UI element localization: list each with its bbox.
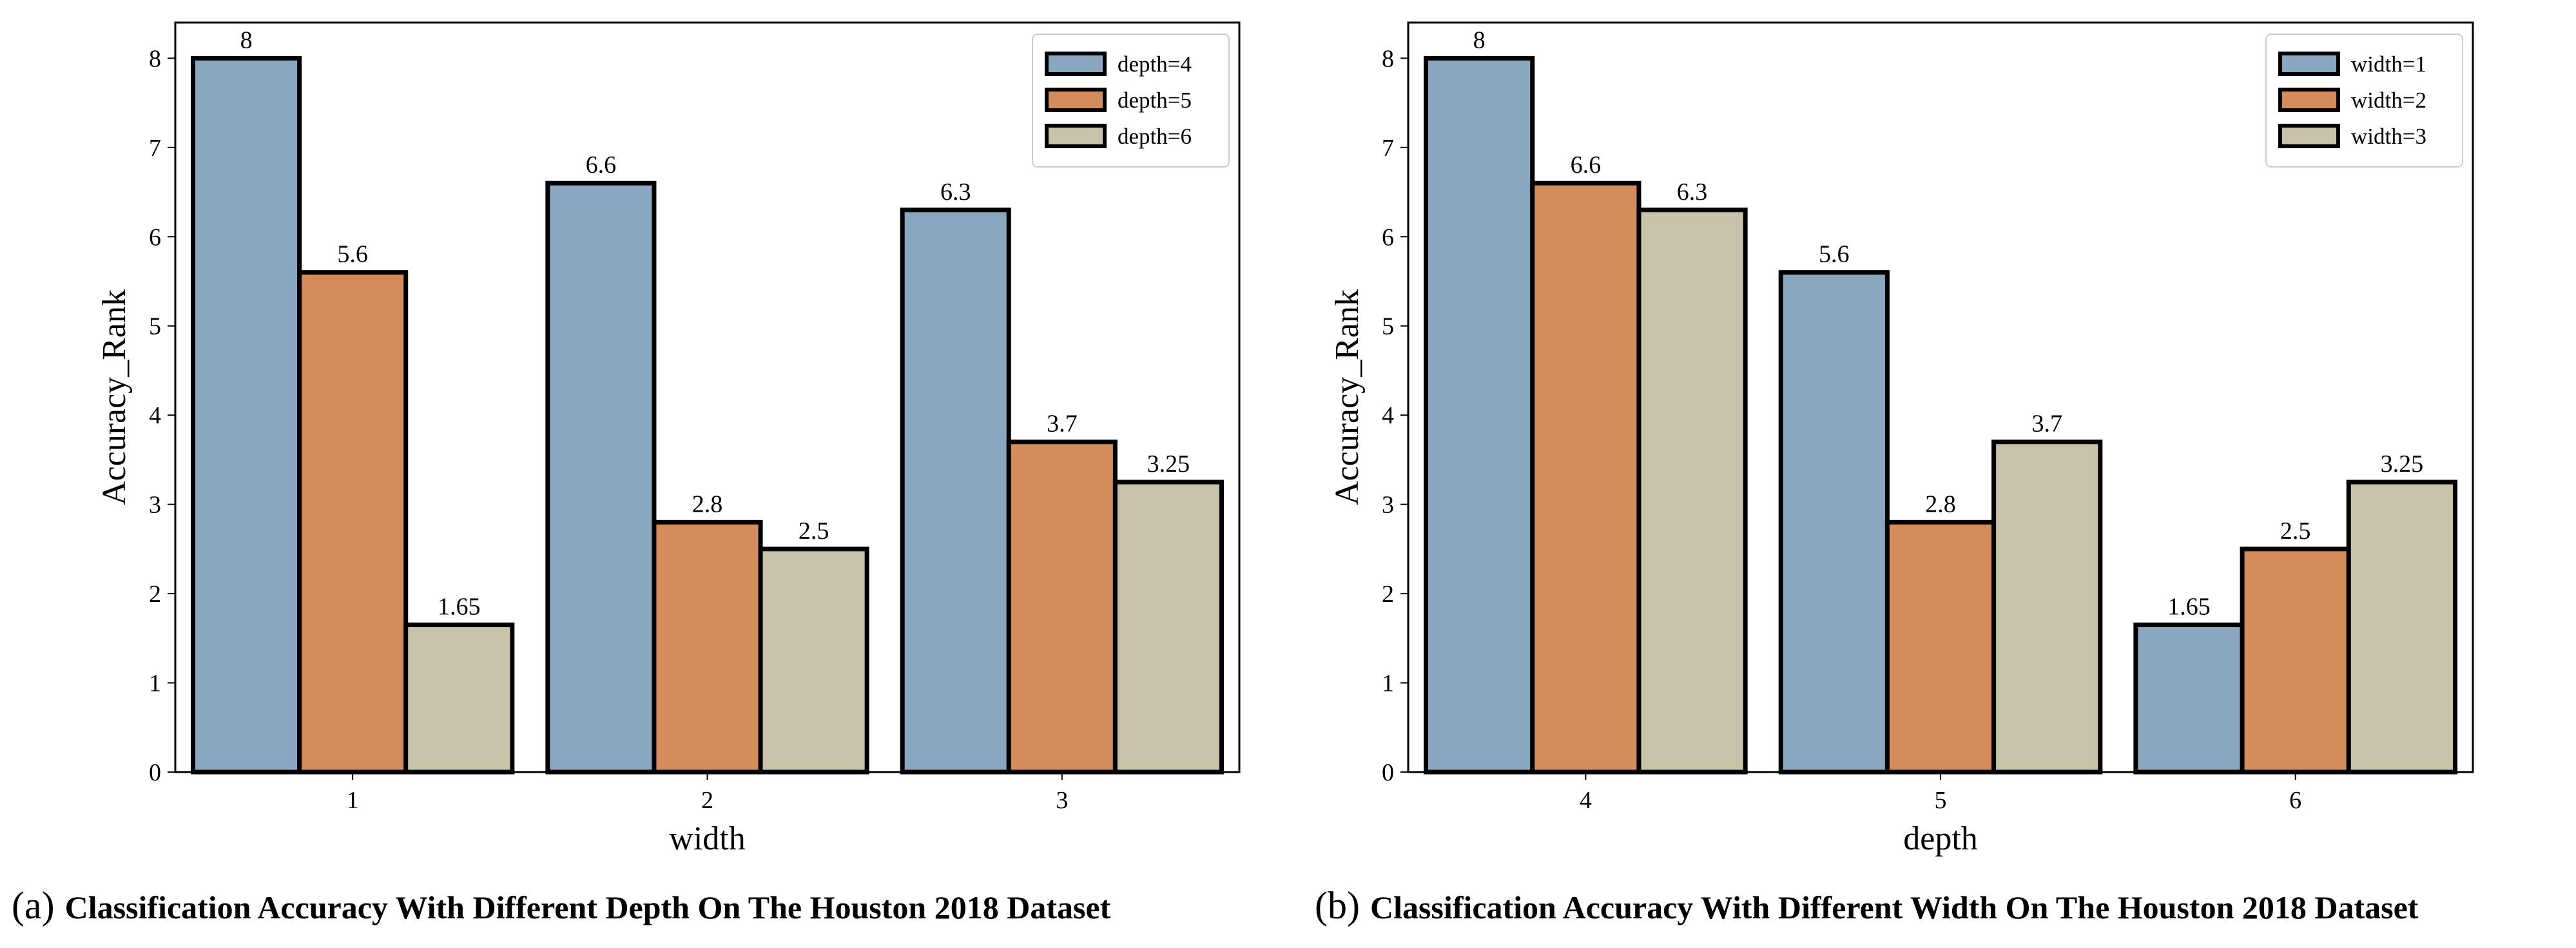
chart-panel-a: 0 1 2 3 4 5 6 7 8 8 6.6 6.3 5.6 2.8 3.7 1.65 2.5 3.25 1 2 3 w… bbox=[12, 21, 1241, 927]
bar bbox=[1778, 270, 1890, 775]
x-tick-label: 4 bbox=[1580, 787, 1592, 814]
bar bbox=[758, 547, 869, 775]
bar bbox=[1006, 440, 1118, 775]
y-axis-label: Accuracy_Rank bbox=[96, 289, 133, 505]
caption-title: Classification Accuracy With Different W… bbox=[1370, 889, 2419, 925]
bar bbox=[1991, 440, 2103, 775]
legend-swatch bbox=[1045, 88, 1107, 112]
y-tick-label: 0 bbox=[149, 759, 161, 786]
bar-value-label: 2.5 bbox=[2280, 518, 2311, 545]
bar-value-label: 3.7 bbox=[2031, 411, 2062, 438]
legend-label: width=1 bbox=[2351, 52, 2426, 77]
y-tick-label: 3 bbox=[1382, 492, 1394, 519]
y-tick-label: 2 bbox=[149, 581, 161, 608]
y-tick-label: 5 bbox=[1382, 313, 1394, 340]
legend-label: depth=4 bbox=[1118, 52, 1192, 77]
bar bbox=[2133, 623, 2245, 775]
chart-caption: (a) Classification Accuracy With Differen… bbox=[12, 884, 1111, 927]
bar-value-label: 6.3 bbox=[1677, 179, 1708, 206]
legend-swatch bbox=[2278, 88, 2340, 112]
bar-value-label: 2.5 bbox=[799, 518, 829, 545]
bar-value-label: 3.7 bbox=[1047, 411, 1078, 438]
y-tick-label: 0 bbox=[1382, 759, 1394, 786]
bar-value-label: 8 bbox=[1473, 26, 1486, 53]
bar-value-label: 3.25 bbox=[1147, 450, 1190, 478]
bar-value-label: 2.8 bbox=[1925, 490, 1956, 518]
bar-value-label: 6.6 bbox=[586, 151, 617, 179]
x-tick-label: 5 bbox=[1935, 787, 1947, 814]
y-tick-label: 6 bbox=[1382, 224, 1394, 251]
bar bbox=[2346, 479, 2457, 775]
legend-swatch bbox=[1045, 52, 1107, 76]
caption-panel-letter: (a) bbox=[12, 884, 55, 927]
caption-title: Classification Accuracy With Different D… bbox=[65, 889, 1111, 925]
bar bbox=[191, 55, 302, 775]
bar bbox=[1636, 208, 1748, 775]
bar bbox=[1884, 519, 1997, 775]
y-tick-label: 6 bbox=[149, 224, 161, 251]
y-tick-label: 8 bbox=[149, 45, 161, 72]
y-axis-label: Accuracy_Rank bbox=[1329, 289, 1366, 505]
y-tick-label: 4 bbox=[149, 402, 161, 429]
x-tick-label: 1 bbox=[347, 787, 359, 814]
y-tick-label: 7 bbox=[1382, 135, 1394, 162]
legend-swatch bbox=[2278, 52, 2340, 76]
x-axis-label: width bbox=[669, 820, 745, 857]
bar bbox=[1424, 55, 1535, 775]
bar bbox=[2240, 547, 2351, 775]
y-tick-label: 1 bbox=[1382, 670, 1394, 697]
bar-value-label: 6.6 bbox=[1571, 151, 1602, 179]
bar-value-label: 1.65 bbox=[438, 594, 481, 621]
y-tick-label: 3 bbox=[149, 492, 161, 519]
x-axis-label: depth bbox=[1903, 820, 1978, 857]
x-tick-label: 2 bbox=[701, 787, 713, 814]
bar bbox=[900, 208, 1011, 775]
x-tick-label: 3 bbox=[1056, 787, 1068, 814]
bar-value-label: 3.25 bbox=[2381, 450, 2424, 478]
bar-value-label: 5.6 bbox=[1819, 241, 1850, 268]
bar bbox=[545, 180, 657, 775]
bar bbox=[1530, 180, 1641, 775]
plot-frame bbox=[1407, 21, 2474, 773]
chart-caption: (b) Classification Accuracy With Differen… bbox=[1315, 884, 2419, 927]
legend-label: width=2 bbox=[2351, 88, 2426, 113]
caption-panel-letter: (b) bbox=[1315, 884, 1360, 927]
y-tick-label: 8 bbox=[1382, 45, 1394, 72]
plot-frame bbox=[174, 21, 1241, 773]
bar bbox=[403, 623, 515, 775]
legend-label: width=3 bbox=[2351, 124, 2426, 149]
y-tick-label: 7 bbox=[149, 135, 161, 162]
x-tick-label: 6 bbox=[2289, 787, 2301, 814]
bar bbox=[652, 519, 763, 775]
legend-label: depth=6 bbox=[1118, 124, 1192, 149]
y-tick-label: 4 bbox=[1382, 402, 1394, 429]
bar-value-label: 5.6 bbox=[337, 241, 368, 268]
legend-swatch bbox=[1045, 124, 1107, 148]
bar bbox=[297, 270, 409, 775]
bar bbox=[1112, 479, 1224, 775]
bar-value-label: 2.8 bbox=[692, 490, 723, 518]
bar-value-label: 8 bbox=[240, 26, 253, 53]
y-tick-label: 1 bbox=[149, 670, 161, 697]
legend-swatch bbox=[2278, 124, 2340, 148]
bar-value-label: 1.65 bbox=[2167, 594, 2211, 621]
chart-panel-b: 0 1 2 3 4 5 6 7 8 8 5.6 1.65 6.6 2.8 2.5 6.3 3.7 3.25 4 5 6 d… bbox=[1315, 21, 2474, 927]
y-tick-label: 5 bbox=[149, 313, 161, 340]
bar-value-label: 6.3 bbox=[940, 179, 971, 206]
legend-label: depth=5 bbox=[1118, 88, 1192, 113]
y-tick-label: 2 bbox=[1382, 581, 1394, 608]
